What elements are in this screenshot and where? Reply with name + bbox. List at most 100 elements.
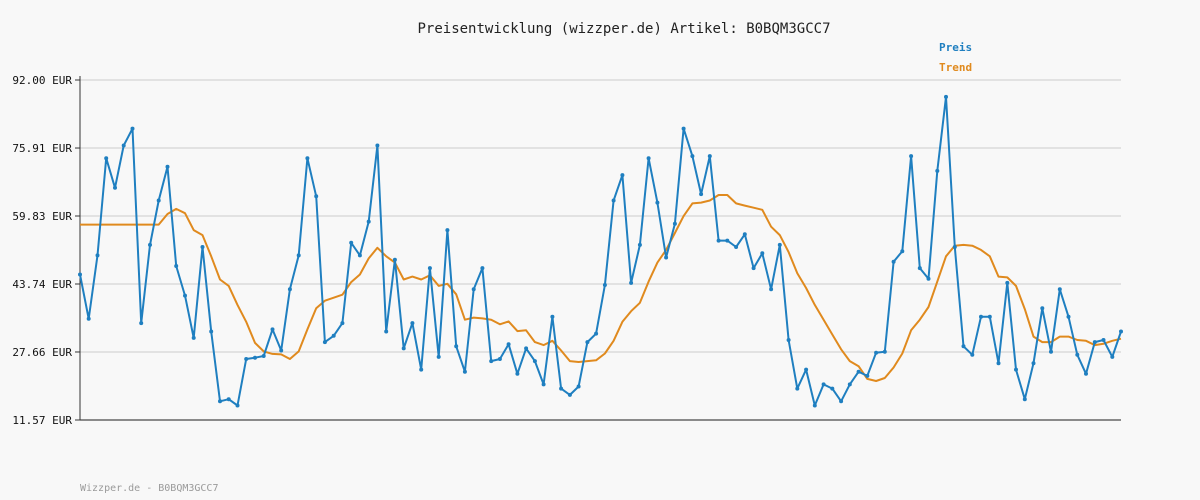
price-point	[524, 346, 529, 351]
price-point	[305, 156, 310, 161]
price-point	[462, 369, 467, 374]
price-point	[454, 344, 459, 349]
price-point	[104, 156, 109, 161]
price-point	[1075, 352, 1080, 357]
price-point	[996, 361, 1001, 366]
price-point	[174, 264, 179, 268]
price-point	[664, 255, 669, 260]
price-point	[392, 257, 397, 262]
price-point	[261, 354, 266, 358]
price-point	[646, 156, 651, 161]
price-point	[909, 154, 914, 159]
price-point	[95, 253, 100, 258]
price-point	[78, 272, 82, 277]
price-point	[1049, 349, 1053, 354]
price-point	[821, 382, 826, 387]
price-point	[1110, 354, 1115, 359]
price-point	[847, 382, 852, 387]
footer-text: Wizzper.de - B0BQM3GCC7	[80, 483, 218, 494]
y-tick-label: 75.91 EUR	[12, 142, 72, 155]
price-point	[751, 266, 756, 271]
price-point	[725, 238, 730, 243]
price-point	[1092, 340, 1097, 345]
price-point	[410, 321, 415, 326]
price-point	[489, 359, 494, 364]
price-point	[156, 198, 161, 203]
price-point	[961, 344, 966, 349]
price-point	[322, 340, 327, 345]
price-point	[226, 397, 231, 402]
price-point	[314, 194, 319, 199]
price-point	[891, 259, 896, 264]
price-point	[1119, 329, 1123, 334]
price-point	[1031, 361, 1036, 366]
price-point	[882, 349, 887, 354]
price-point	[253, 355, 257, 360]
price-point	[874, 350, 879, 355]
price-point	[1005, 280, 1010, 285]
price-point	[1040, 306, 1045, 311]
price-point	[611, 198, 616, 203]
price-point	[296, 253, 301, 258]
price-point	[672, 221, 677, 226]
price-point	[795, 386, 800, 391]
y-tick-label: 43.74 EUR	[12, 278, 72, 291]
price-point	[734, 245, 739, 249]
price-point	[541, 382, 546, 387]
price-point	[480, 266, 485, 271]
price-point	[1057, 287, 1062, 292]
price-point	[786, 338, 791, 342]
price-point	[148, 242, 152, 247]
price-point	[349, 240, 354, 245]
price-point	[742, 232, 747, 237]
y-tick-label: 27.66 EUR	[12, 346, 72, 359]
price-point	[427, 266, 432, 271]
price-point	[191, 335, 196, 340]
price-point	[716, 238, 721, 243]
y-tick-label: 92.00 EUR	[12, 74, 72, 87]
price-point	[576, 384, 581, 389]
price-point	[471, 287, 476, 292]
price-point	[620, 173, 625, 178]
price-markers	[78, 94, 1123, 408]
price-point	[856, 369, 861, 374]
price-point	[209, 329, 214, 334]
price-point	[532, 359, 537, 364]
price-point	[629, 280, 634, 285]
price-point	[1066, 314, 1071, 319]
price-point	[900, 249, 905, 254]
price-point	[655, 200, 660, 205]
chart-title: Preisentwicklung (wizzper.de) Artikel: B…	[417, 21, 830, 37]
price-point	[183, 293, 187, 298]
price-point	[506, 342, 511, 347]
price-point	[1101, 338, 1106, 342]
price-point	[375, 143, 380, 148]
price-point	[917, 266, 922, 271]
price-point	[1022, 397, 1027, 402]
price-point	[384, 329, 389, 334]
price-point	[559, 386, 564, 391]
price-point	[602, 283, 607, 287]
grid-lines	[80, 79, 1121, 421]
price-point	[804, 367, 809, 372]
legend-trend: Trend	[939, 61, 972, 74]
price-point	[113, 185, 117, 190]
price-point	[419, 367, 424, 372]
legend-price: Preis	[939, 41, 972, 54]
y-tick-label: 11.57 EUR	[12, 414, 72, 427]
price-point	[165, 164, 170, 169]
price-point	[699, 192, 704, 197]
price-point	[331, 333, 336, 338]
price-point	[769, 287, 774, 292]
price-point	[760, 251, 765, 256]
price-point	[987, 314, 992, 319]
price-point	[357, 253, 362, 258]
price-point	[139, 321, 144, 326]
price-point	[707, 154, 712, 159]
series-lines	[79, 95, 1122, 407]
price-point	[279, 348, 284, 353]
price-line	[79, 95, 1122, 407]
price-point	[270, 327, 275, 332]
